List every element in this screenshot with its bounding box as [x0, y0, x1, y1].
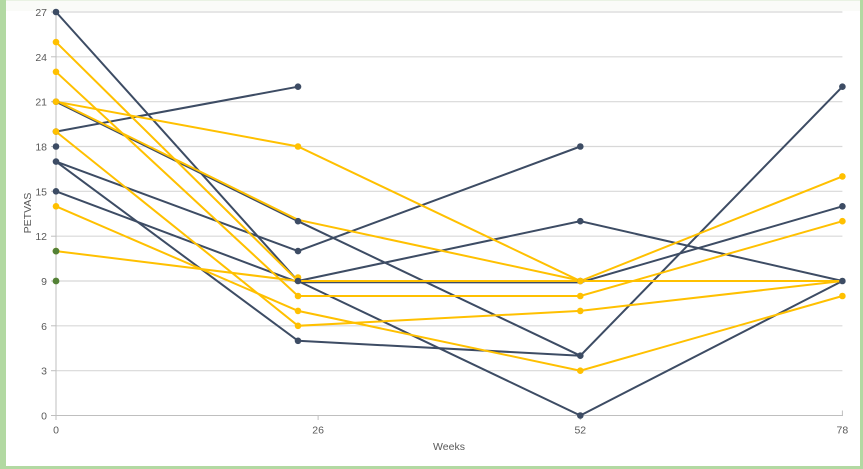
- svg-text:PETVAS: PETVAS: [22, 193, 34, 234]
- svg-text:21: 21: [35, 97, 47, 109]
- svg-text:12: 12: [35, 231, 47, 243]
- svg-text:9: 9: [41, 276, 47, 288]
- svg-text:Weeks: Weeks: [433, 441, 465, 453]
- svg-text:27: 27: [35, 7, 47, 19]
- svg-text:78: 78: [837, 425, 849, 437]
- svg-text:52: 52: [574, 425, 586, 437]
- svg-text:6: 6: [41, 321, 47, 333]
- svg-text:0: 0: [41, 411, 47, 423]
- svg-text:3: 3: [41, 366, 47, 378]
- svg-text:26: 26: [312, 425, 324, 437]
- svg-text:15: 15: [35, 186, 47, 198]
- svg-text:24: 24: [35, 52, 47, 64]
- svg-text:18: 18: [35, 142, 47, 154]
- svg-text:0: 0: [53, 425, 59, 437]
